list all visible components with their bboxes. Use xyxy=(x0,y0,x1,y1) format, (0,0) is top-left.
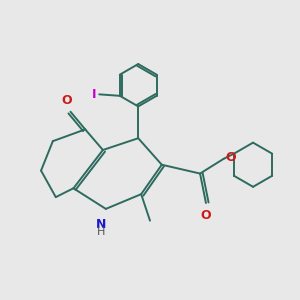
Text: H: H xyxy=(97,227,106,237)
Text: O: O xyxy=(201,209,211,222)
Text: O: O xyxy=(225,151,236,164)
Text: I: I xyxy=(92,88,96,101)
Text: O: O xyxy=(62,94,72,107)
Text: N: N xyxy=(96,218,106,231)
